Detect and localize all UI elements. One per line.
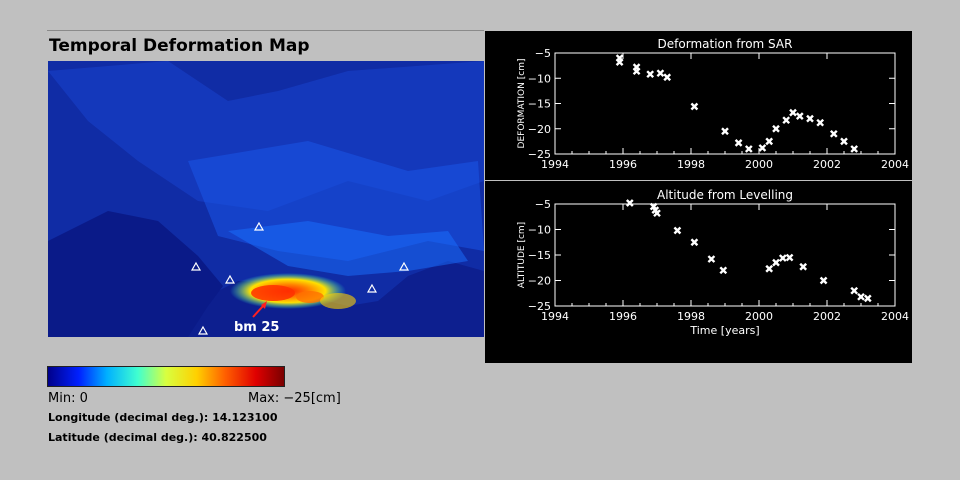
latitude-readout: Latitude (decimal deg.): 40.822500: [48, 431, 267, 444]
chart0-point: [663, 73, 672, 82]
chart1-xlabel: Time [years]: [689, 324, 759, 337]
chart1-ytick-label: −10: [528, 224, 551, 237]
chart1-point: [719, 266, 728, 275]
chart1-xtick-label: 2004: [881, 310, 909, 323]
chart0-point: [782, 116, 791, 125]
chart0-point: [772, 124, 780, 133]
chart0-point: [646, 70, 655, 79]
title-divider: [47, 30, 484, 31]
chart0-point: [632, 67, 641, 76]
levelling-altitude-chart: Altitude from Levelling 1994 1996 1998 2000 2…: [517, 188, 909, 337]
chart0-point: [829, 129, 838, 138]
chart0-xtick-label: 2004: [881, 158, 909, 171]
chart0-ytick-label: −25: [528, 148, 551, 161]
colorbar-max-label: Max: −25[cm]: [248, 391, 341, 406]
chart1-title: Altitude from Levelling: [657, 188, 793, 202]
chart1-point: [690, 238, 699, 247]
sar-deformation-chart: Deformation from SAR 1994 1996 1998 2000 2002…: [517, 37, 909, 171]
chart1-point: [653, 209, 661, 218]
chart0-point: [758, 144, 767, 152]
longitude-readout: Longitude (decimal deg.): 14.123100: [48, 411, 278, 424]
map-title: Temporal Deformation Map: [49, 36, 310, 56]
chart0-xtick-label: 2000: [745, 158, 773, 171]
chart1-xtick-label: 1994: [541, 310, 569, 323]
plot-divider: [485, 180, 912, 181]
chart1-point: [857, 292, 865, 301]
chart1-ytick-label: −5: [535, 198, 551, 211]
chart0-point: [734, 139, 743, 147]
chart0-point: [795, 112, 804, 120]
deformation-map-image: bm 25: [48, 61, 484, 337]
chart0-xtick-label: 1998: [677, 158, 705, 171]
chart1-xtick-label: 1996: [609, 310, 637, 323]
chart0-ytick-label: −5: [535, 47, 551, 60]
chart0-xtick-label: 1994: [541, 158, 569, 171]
chart1-plot-frame: [554, 203, 896, 307]
chart1-ytick-label: −20: [528, 275, 551, 288]
chart1-point: [819, 276, 828, 285]
benchmark-label: bm 25: [234, 320, 279, 335]
chart0-point: [615, 58, 624, 66]
colorbar-min-label: Min: 0: [48, 391, 88, 406]
chart1-point: [778, 254, 787, 262]
levelling-altitude-plot: Altitude from Levelling 1994 1996 1998 2000 2…: [485, 181, 912, 363]
chart1-point: [863, 294, 872, 303]
chart0-point: [721, 127, 729, 136]
chart1-ytick-label: −15: [528, 249, 551, 262]
chart0-xtick-label: 2002: [813, 158, 841, 171]
chart0-point: [656, 69, 665, 78]
chart1-xtick-label: 2002: [813, 310, 841, 323]
chart1-point: [785, 253, 794, 262]
deformation-map[interactable]: bm 25: [48, 61, 484, 337]
chart0-point: [690, 102, 699, 111]
chart0-point: [816, 118, 825, 127]
chart0-plot-frame: [554, 52, 896, 155]
chart0-point: [789, 108, 797, 117]
chart1-point: [799, 262, 808, 271]
chart0-ytick-label: −10: [528, 72, 551, 85]
chart1-point: [850, 286, 859, 295]
chart1-ytick-label: −25: [528, 300, 551, 313]
sar-deformation-plot: Deformation from SAR 1994 1996 1998 2000 2002…: [485, 31, 912, 180]
chart0-ytick-label: −15: [528, 98, 551, 111]
chart1-xtick-label: 2000: [745, 310, 773, 323]
chart0-point: [744, 145, 753, 153]
chart0-xtick-label: 1996: [609, 158, 637, 171]
chart0-ytick-label: −20: [528, 123, 551, 136]
chart0-point: [850, 145, 859, 153]
chart0-point: [765, 137, 774, 146]
colorbar: [47, 366, 285, 387]
chart0-point: [806, 114, 814, 123]
chart1-xtick-label: 1998: [677, 310, 705, 323]
chart0-title: Deformation from SAR: [658, 37, 793, 51]
chart1-point: [772, 258, 780, 267]
chart1-point: [707, 255, 716, 263]
chart1-point: [673, 226, 682, 235]
chart1-ylabel: ALTITUDE [cm]: [517, 222, 527, 288]
chart1-point: [625, 199, 634, 207]
chart0-ylabel: DEFORMATION [cm]: [517, 59, 527, 149]
chart0-point: [840, 137, 848, 146]
chart1-point: [765, 264, 774, 273]
